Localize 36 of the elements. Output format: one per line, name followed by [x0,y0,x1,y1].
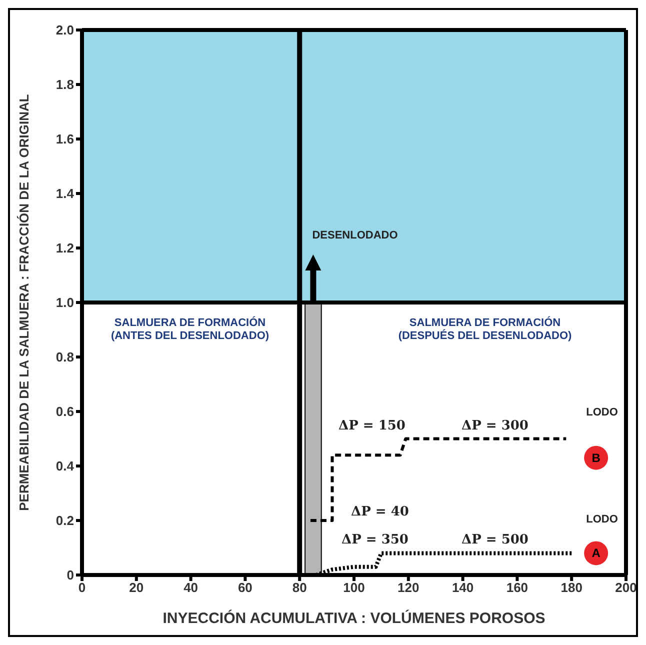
annotation: LODO [586,514,618,526]
annotation: ΔP = 350 [342,532,408,548]
x-tick-label: 0 [78,580,86,596]
y-tick-label: 2.0 [56,22,74,38]
y-tick-label: 0.2 [56,513,74,528]
x-tick-label: 200 [615,580,637,596]
annotation: SALMUERA DE FORMACIÓN (ANTES DEL DESENLODADO) [110,317,270,343]
x-tick-label: 100 [343,580,365,596]
x-tick-label: 160 [506,580,528,596]
annotation: DESENLODADO [312,230,398,242]
x-tick-label: 120 [398,580,420,596]
y-tick-label: 1.2 [56,240,74,256]
y-tick-label: 0.6 [56,404,74,420]
y-tick-label: 1.6 [56,132,74,147]
x-tick-label: 180 [560,580,582,596]
x-tick-label: 40 [184,580,198,596]
x-tick-label: 140 [452,580,474,596]
y-tick-label: 1.0 [56,295,74,310]
x-axis-title: INYECCIÓN ACUMULATIVA : VOLÚMENES POROSOS [162,609,546,627]
series-label: B [592,450,601,465]
y-tick-label: 1.4 [56,186,75,202]
y-tick-label: 0 [66,568,74,583]
x-tick-label: 80 [292,580,307,596]
x-tick-label: 20 [129,580,144,596]
annotation: SALMUERA DE FORMACIÓN (DESPUÉS DEL DESENLODADO) [398,317,572,343]
x-tick-label: 60 [238,580,252,596]
annotation: ΔP = 300 [462,418,528,434]
y-tick-label: 1.8 [56,77,74,92]
annotation: ΔP = 40 [351,504,409,520]
series-label: A [592,546,601,560]
annotation: LODO [586,406,618,420]
y-tick-label: 0.4 [56,458,75,474]
annotation: ΔP = 150 [338,418,406,434]
annotation: ΔP = 500 [462,532,528,548]
y-tick-label: 0.8 [56,350,74,365]
y-axis-title: PERMEABILIDAD DE LA SALMUERA : FRACCIÓN DE LA ORIGINAL [16,94,32,511]
